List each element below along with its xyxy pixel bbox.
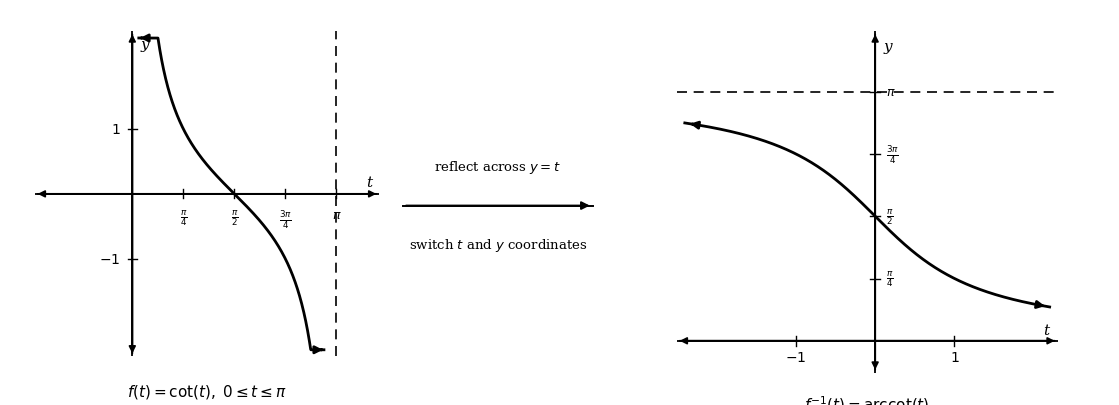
Text: $\frac{\pi}{2}$: $\frac{\pi}{2}$ xyxy=(231,209,238,228)
Text: $f(t) = \cot(t),\; 0 \leq t \leq \pi$: $f(t) = \cot(t),\; 0 \leq t \leq \pi$ xyxy=(128,382,286,400)
Text: $-1$: $-1$ xyxy=(100,252,121,266)
Text: y: y xyxy=(140,38,149,51)
Text: $\frac{3\pi}{4}$: $\frac{3\pi}{4}$ xyxy=(279,209,292,230)
Text: t: t xyxy=(367,176,373,190)
Text: $1$: $1$ xyxy=(111,123,121,136)
Text: $\frac{3\pi}{4}$: $\frac{3\pi}{4}$ xyxy=(886,144,900,166)
Text: $-1$: $-1$ xyxy=(786,350,807,364)
Text: $f^{-1}(t) =\mathrm{arccot}(t)$: $f^{-1}(t) =\mathrm{arccot}(t)$ xyxy=(805,393,930,405)
Text: $\pi$: $\pi$ xyxy=(886,86,896,99)
Text: switch $t$ and $y$ coordinates: switch $t$ and $y$ coordinates xyxy=(408,237,587,253)
Text: $\frac{\pi}{4}$: $\frac{\pi}{4}$ xyxy=(886,269,894,288)
Text: $1$: $1$ xyxy=(950,350,959,364)
Text: $\pi$: $\pi$ xyxy=(331,209,341,222)
Text: y: y xyxy=(883,40,892,54)
Text: $\frac{\pi}{2}$: $\frac{\pi}{2}$ xyxy=(886,207,894,226)
Text: t: t xyxy=(1044,324,1050,338)
Text: reflect across $y = t$: reflect across $y = t$ xyxy=(434,159,562,176)
Text: $\frac{\pi}{4}$: $\frac{\pi}{4}$ xyxy=(179,209,187,228)
